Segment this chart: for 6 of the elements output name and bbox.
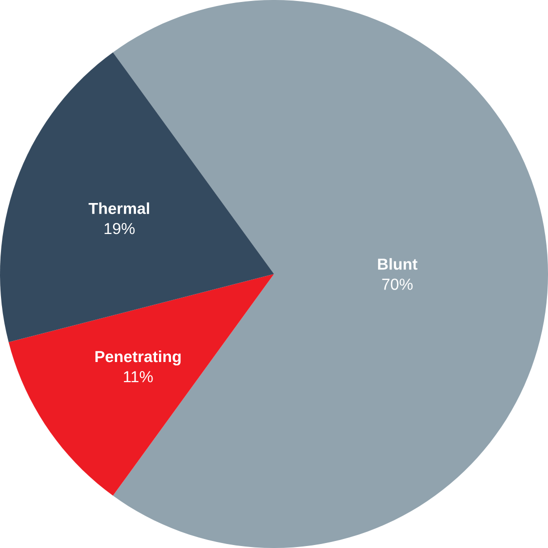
data-label: 19% [104,222,135,234]
slice-label: Blunt [378,258,418,270]
data-label: 70% [382,278,413,290]
data-label: 11% [124,371,153,382]
slice-label: Thermal [88,202,150,214]
slice-label: Penetrating [95,350,181,366]
